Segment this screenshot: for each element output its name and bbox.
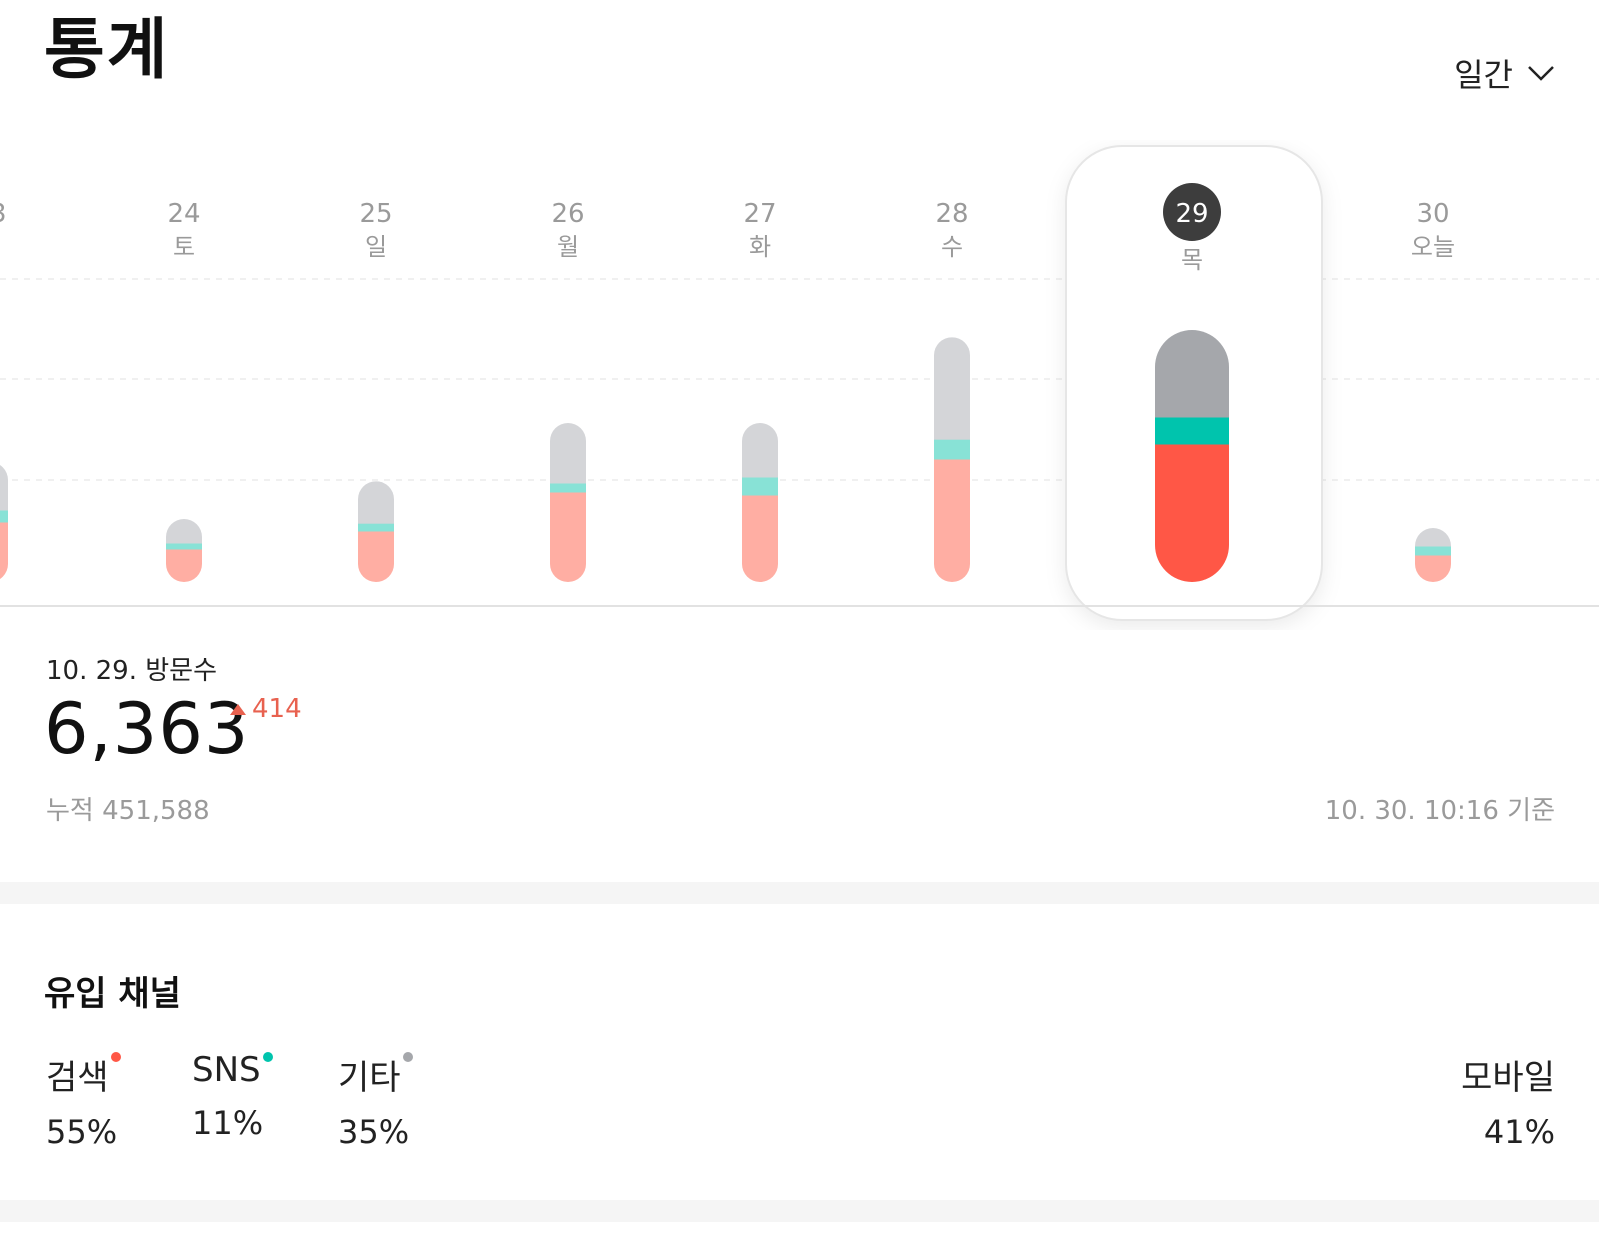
bar-segment-sns — [166, 543, 202, 550]
date-label: 27 — [743, 199, 776, 229]
bar-segment-sns — [0, 510, 8, 523]
day-bar-24[interactable] — [166, 519, 202, 583]
search-dot-icon — [110, 1052, 121, 1062]
channel-search: 검색 55% — [46, 1050, 121, 1151]
day-label: 목 — [1181, 246, 1203, 274]
bar-segment-other — [358, 481, 394, 524]
channel-mobile-label: 모바일 — [1461, 1058, 1555, 1098]
visit-delta-value: 414 — [252, 694, 302, 724]
bar-segment-search — [550, 492, 586, 582]
day-label: 금 — [0, 233, 1, 261]
day-label: 토 — [173, 233, 195, 261]
bar-segment-other — [934, 337, 970, 440]
channel-other-label: 기타 — [338, 1058, 401, 1098]
bar-segment-search — [1155, 444, 1229, 582]
as-of-time: 10. 30. 10:16 기준 — [1324, 796, 1555, 826]
date-label: 24 — [167, 199, 200, 229]
day-bar-25[interactable] — [358, 481, 394, 583]
date-label: 25 — [359, 199, 392, 229]
channel-mobile-value: 41% — [1483, 1113, 1555, 1151]
bar-segment-sns — [1415, 546, 1451, 556]
section-divider — [0, 882, 1599, 904]
bar-segment-other — [166, 519, 202, 544]
day-bar-26[interactable] — [550, 423, 586, 583]
bar-segment-search — [166, 549, 202, 582]
bar-segment-search — [0, 522, 8, 582]
day-label: 일 — [365, 233, 387, 261]
bar-segment-sns — [550, 483, 586, 493]
channel-sns-label: SNS — [192, 1050, 261, 1090]
date-label: 23 — [0, 199, 7, 229]
chevron-down-icon — [1528, 66, 1554, 81]
bar-segment-sns — [1155, 417, 1229, 445]
day-bar-23[interactable] — [0, 462, 8, 583]
visit-delta: 414 — [230, 694, 302, 724]
date-label: 29 — [1175, 199, 1208, 229]
bar-segment-sns — [742, 477, 778, 496]
selected-date-circle — [1163, 183, 1221, 241]
bar-segment-other — [0, 462, 8, 511]
date-label: 30 — [1416, 199, 1449, 229]
channel-search-label: 검색 — [46, 1058, 109, 1098]
day-label: 화 — [749, 233, 771, 261]
channel-other: 기타 35% — [338, 1050, 413, 1151]
date-label: 26 — [551, 199, 584, 229]
channel-mobile: 모바일 41% — [1461, 1050, 1555, 1151]
visits-chart: 23 금 24 토 25 일 26 월 27 화 28 수 29 목 30 오늘 — [0, 140, 1599, 630]
period-selector[interactable]: 일간 — [1454, 50, 1555, 96]
arrow-up-icon — [230, 703, 246, 715]
channel-sns-value: 11% — [192, 1104, 264, 1142]
total-visits: 누적 451,588 — [46, 796, 210, 826]
section-divider — [0, 1200, 1599, 1222]
channel-other-value: 35% — [338, 1113, 410, 1151]
bar-segment-other — [742, 423, 778, 478]
day-label: 수 — [941, 233, 963, 261]
bar-segment-search — [358, 531, 394, 583]
day-bar-27[interactable] — [742, 423, 778, 583]
page-title: 통계 — [44, 11, 170, 88]
bar-segment-other — [1155, 330, 1229, 418]
bar-segment-other — [550, 423, 586, 484]
sns-dot-icon — [262, 1052, 273, 1062]
day-bar-29[interactable] — [1155, 330, 1229, 583]
period-label: 일간 — [1454, 56, 1513, 94]
bar-segment-search — [934, 459, 970, 582]
bar-segment-search — [742, 495, 778, 582]
bar-segment-search — [1415, 555, 1451, 582]
day-bar-28[interactable] — [934, 337, 970, 582]
channel-search-value: 55% — [46, 1113, 118, 1151]
visit-date-label: 10. 29. 방문수 — [46, 656, 217, 686]
visits-chart-svg: 23 금 24 토 25 일 26 월 27 화 28 수 29 목 30 오늘 — [0, 145, 1599, 621]
channel-title: 유입 채널 — [44, 974, 181, 1014]
day-label: 월 — [557, 233, 579, 261]
date-label: 28 — [935, 199, 968, 229]
channel-sns: SNS 11% — [192, 1050, 273, 1142]
day-bar-30[interactable] — [1415, 528, 1451, 583]
day-label: 오늘 — [1411, 233, 1455, 261]
bar-segment-sns — [934, 439, 970, 460]
other-dot-icon — [402, 1052, 413, 1062]
bar-segment-sns — [358, 523, 394, 532]
visit-count: 6,363 — [44, 688, 250, 770]
bar-segment-other — [1415, 528, 1451, 547]
